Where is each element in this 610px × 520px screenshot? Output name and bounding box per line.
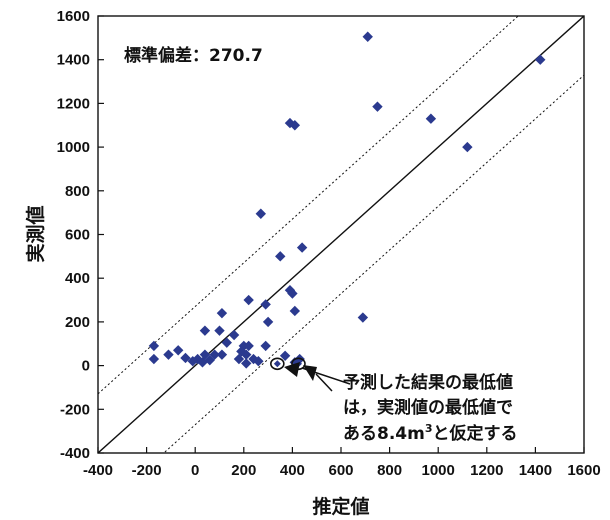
data-point-1 bbox=[535, 54, 546, 65]
data-point-0 bbox=[362, 31, 373, 42]
annotation-line-3: ある8.4m3と仮定する bbox=[343, 422, 518, 444]
annotation-arrowhead-right bbox=[303, 365, 317, 381]
annotation-line-3-main: ある8.4m bbox=[343, 424, 425, 444]
data-point-20 bbox=[228, 329, 240, 341]
data-point-37 bbox=[233, 353, 245, 365]
data-point-19 bbox=[214, 325, 225, 336]
data-point-13 bbox=[260, 299, 271, 310]
data-point-35 bbox=[148, 353, 160, 365]
data-point-24 bbox=[243, 340, 254, 352]
x-tick-label-10: 1600 bbox=[567, 462, 600, 479]
data-point-18 bbox=[199, 325, 211, 336]
data-point-41 bbox=[187, 356, 198, 367]
y-tick-label-5: 600 bbox=[65, 227, 90, 244]
x-tick-label-8: 1200 bbox=[470, 462, 503, 479]
data-point-22 bbox=[148, 340, 160, 352]
highlight-ring-0 bbox=[270, 357, 285, 371]
x-axis-label: 推定値 bbox=[312, 495, 369, 518]
annotation-superscript: 3 bbox=[425, 422, 433, 435]
data-point-45 bbox=[241, 358, 252, 369]
y-axis-label: 実測値 bbox=[24, 205, 47, 262]
data-point-25 bbox=[260, 340, 271, 352]
y-tick-label-1: -200 bbox=[60, 401, 90, 418]
x-tick-label-7: 1000 bbox=[422, 462, 455, 479]
y-tick-label-0: -400 bbox=[60, 445, 90, 462]
data-point-32 bbox=[241, 349, 252, 360]
x-tick-label-4: 400 bbox=[280, 462, 305, 479]
x-tick-label-2: 0 bbox=[191, 462, 199, 479]
x-tick-label-9: 1400 bbox=[519, 462, 552, 479]
data-point-6 bbox=[462, 141, 473, 153]
annotation-line-2: は，実測値の最低値で bbox=[343, 397, 513, 418]
y-tick-label-4: 400 bbox=[65, 270, 90, 287]
y-tick-label-7: 1000 bbox=[57, 139, 90, 156]
data-point-2 bbox=[372, 101, 383, 112]
reference-lines bbox=[98, 16, 584, 453]
data-point-34 bbox=[180, 352, 191, 364]
reference-line-1 bbox=[98, 16, 519, 395]
data-point-8 bbox=[296, 242, 308, 253]
x-tick-label-0: -400 bbox=[83, 462, 113, 479]
reference-line-2 bbox=[163, 74, 584, 453]
data-point-5 bbox=[289, 120, 301, 131]
annotation-arrow-right bbox=[315, 373, 333, 392]
data-point-7 bbox=[255, 208, 267, 219]
data-point-42 bbox=[197, 357, 208, 368]
x-axis-ticks: -400 -200 0 200 400 600 800 1000 1200 1400 1600 bbox=[83, 447, 601, 479]
data-point-31 bbox=[216, 349, 228, 360]
data-points bbox=[148, 31, 546, 369]
std-dev-label: 標準偏差：270.7 bbox=[124, 45, 263, 66]
annotation-arrowhead-left bbox=[284, 362, 300, 377]
data-point-17 bbox=[262, 316, 274, 328]
y-tick-label-2: 0 bbox=[82, 358, 90, 375]
data-point-43 bbox=[253, 356, 264, 367]
x-tick-label-3: 200 bbox=[231, 462, 256, 479]
data-point-9 bbox=[275, 251, 286, 262]
data-point-16 bbox=[357, 312, 369, 323]
highlight-point-0 bbox=[273, 360, 281, 368]
reference-line-0 bbox=[98, 16, 584, 453]
annotation-line-1: 予測した結果の最低値 bbox=[343, 372, 513, 393]
x-tick-label-6: 800 bbox=[377, 462, 402, 479]
data-point-14 bbox=[289, 305, 301, 317]
y-tick-label-6: 800 bbox=[65, 183, 90, 200]
y-tick-label-3: 200 bbox=[65, 314, 90, 331]
data-point-11 bbox=[287, 288, 298, 299]
annotation: 予測した結果の最低値 は，実測値の最低値で ある8.4m3と仮定する bbox=[284, 362, 518, 444]
y-tick-label-8: 1200 bbox=[57, 95, 90, 112]
data-point-21 bbox=[221, 337, 232, 348]
data-point-33 bbox=[279, 350, 291, 361]
data-point-12 bbox=[243, 294, 254, 306]
y-axis-ticks: -400 -200 0 200 400 600 800 1000 1200 1400 1600 bbox=[57, 8, 104, 462]
x-tick-label-5: 600 bbox=[328, 462, 353, 479]
data-point-3 bbox=[425, 113, 437, 124]
data-point-15 bbox=[216, 307, 228, 319]
data-point-26 bbox=[172, 345, 184, 356]
y-tick-label-9: 1400 bbox=[57, 52, 90, 69]
data-point-28 bbox=[163, 349, 174, 360]
y-tick-label-10: 1600 bbox=[57, 8, 90, 25]
annotation-line-3-end: と仮定する bbox=[433, 423, 518, 444]
x-tick-label-1: -200 bbox=[132, 462, 162, 479]
